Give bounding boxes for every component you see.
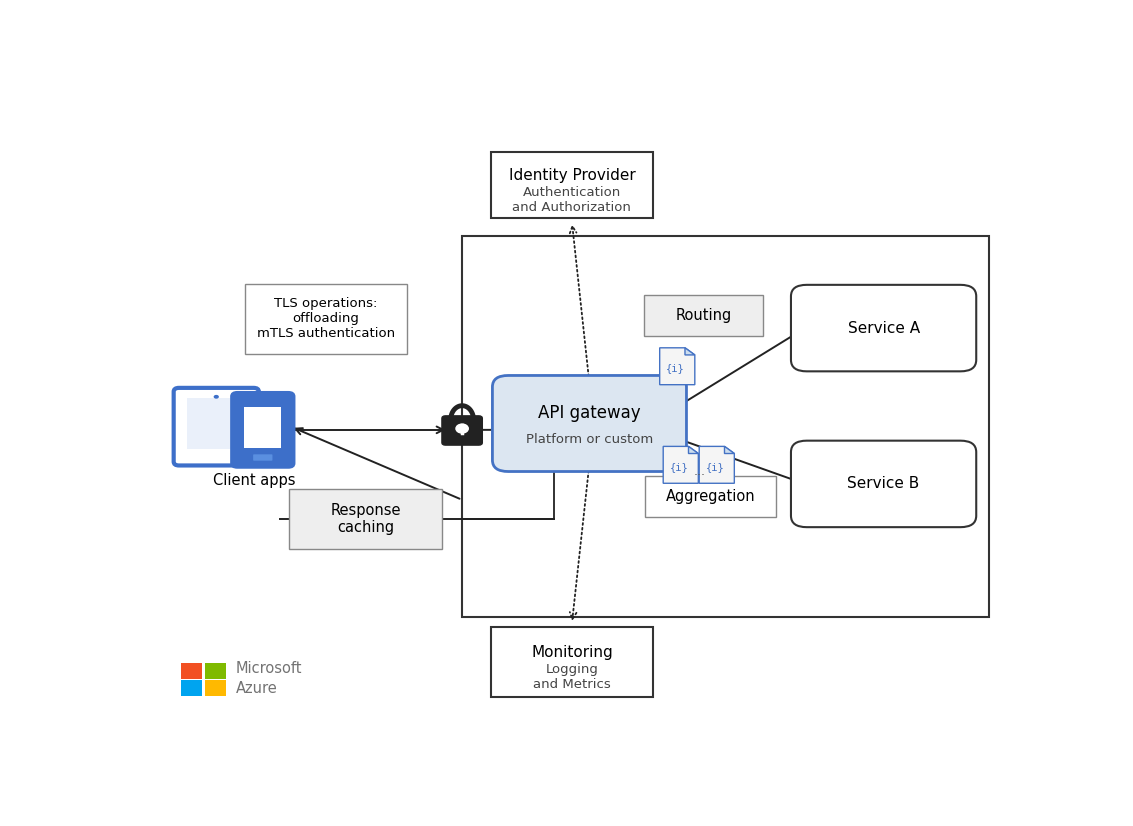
- Text: TLS operations:
offloading
mTLS authentication: TLS operations: offloading mTLS authenti…: [257, 297, 395, 340]
- Text: Authentication
and Authorization: Authentication and Authorization: [512, 186, 631, 214]
- Text: {i}: {i}: [706, 462, 725, 472]
- Polygon shape: [724, 446, 734, 453]
- FancyBboxPatch shape: [645, 295, 763, 336]
- Polygon shape: [699, 446, 734, 483]
- FancyBboxPatch shape: [645, 476, 776, 517]
- FancyBboxPatch shape: [245, 406, 281, 448]
- FancyBboxPatch shape: [791, 440, 977, 527]
- Circle shape: [214, 395, 219, 399]
- Text: Microsoft: Microsoft: [236, 661, 303, 676]
- Text: {i}: {i}: [670, 462, 689, 472]
- Circle shape: [455, 424, 468, 433]
- Text: Service B: Service B: [847, 477, 920, 491]
- Text: {i}: {i}: [666, 363, 685, 373]
- FancyBboxPatch shape: [181, 681, 202, 695]
- FancyBboxPatch shape: [462, 236, 989, 618]
- Polygon shape: [659, 348, 695, 385]
- FancyBboxPatch shape: [493, 376, 687, 472]
- FancyBboxPatch shape: [442, 415, 483, 445]
- Polygon shape: [663, 446, 698, 483]
- Text: Aggregation: Aggregation: [666, 489, 756, 504]
- Polygon shape: [685, 348, 695, 355]
- Polygon shape: [689, 446, 698, 453]
- Text: API gateway: API gateway: [538, 404, 641, 422]
- Text: Service A: Service A: [847, 320, 920, 335]
- FancyBboxPatch shape: [231, 392, 295, 468]
- FancyBboxPatch shape: [491, 152, 653, 218]
- Text: ...: ...: [693, 465, 705, 478]
- Text: Client apps: Client apps: [213, 472, 296, 488]
- FancyBboxPatch shape: [173, 388, 258, 466]
- Text: Response
caching: Response caching: [331, 503, 401, 535]
- Text: Routing: Routing: [675, 308, 732, 323]
- Text: Monitoring: Monitoring: [531, 645, 613, 660]
- FancyBboxPatch shape: [187, 398, 246, 449]
- FancyBboxPatch shape: [181, 663, 202, 678]
- FancyBboxPatch shape: [245, 283, 407, 354]
- FancyBboxPatch shape: [205, 663, 225, 678]
- FancyBboxPatch shape: [253, 454, 272, 461]
- Text: Logging
and Metrics: Logging and Metrics: [533, 663, 611, 691]
- Text: Azure: Azure: [236, 681, 278, 696]
- FancyBboxPatch shape: [491, 627, 653, 697]
- Text: Identity Provider: Identity Provider: [509, 169, 636, 183]
- FancyBboxPatch shape: [289, 489, 442, 549]
- Text: Platform or custom: Platform or custom: [526, 433, 653, 446]
- FancyBboxPatch shape: [205, 681, 225, 695]
- FancyBboxPatch shape: [791, 285, 977, 372]
